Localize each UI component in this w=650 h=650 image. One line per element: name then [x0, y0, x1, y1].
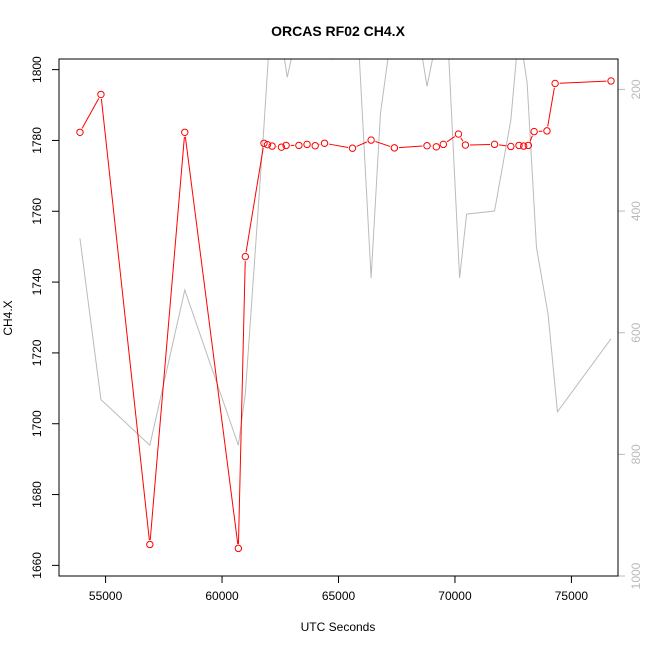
series-0-segment [559, 80, 607, 84]
y-tick-label: 1720 [30, 339, 44, 366]
chart-title: ORCAS RF02 CH4.X [271, 23, 405, 39]
data-point [234, 544, 243, 553]
data-point [439, 140, 448, 149]
series-0-segment [100, 98, 150, 541]
y2-tick-label: 1000 [629, 562, 643, 589]
x-tick-label: 70000 [438, 589, 472, 603]
data-point [241, 252, 250, 261]
y-axis-label: CH4.X [1, 300, 15, 335]
data-point [490, 140, 499, 149]
data-point [97, 90, 105, 99]
data-point [268, 142, 276, 150]
x-axis-label: UTC Seconds [301, 620, 376, 634]
y-tick-label: 1760 [30, 198, 44, 225]
series-1 [79, 59, 612, 447]
y-tick-label: 1740 [30, 268, 44, 295]
data-point [260, 139, 268, 147]
data-point [320, 139, 329, 147]
data-point [461, 141, 470, 149]
data-point [543, 127, 551, 135]
y-tick-label: 1780 [30, 127, 44, 154]
y2-tick-label: 400 [629, 201, 643, 221]
y-tick-label: 1680 [30, 481, 44, 508]
series-0-segment [81, 98, 100, 129]
data-point [263, 140, 272, 149]
x-tick-label: 60000 [205, 589, 239, 603]
y2-tick-label: 800 [629, 444, 643, 464]
data-point [423, 142, 431, 150]
y-tick-label: 1700 [30, 410, 44, 437]
series-0-segment [149, 136, 185, 541]
data-point [530, 127, 538, 136]
data-point [515, 141, 523, 150]
x-tick-label: 75000 [555, 589, 589, 603]
series-0-segment [328, 143, 349, 148]
data-point [311, 142, 319, 150]
plot-frame [58, 58, 619, 577]
series-0-segment [245, 147, 264, 253]
data-point [348, 144, 357, 152]
data-point [432, 143, 441, 151]
y2-tick-label: 200 [629, 79, 643, 99]
series-0-segment [547, 87, 555, 127]
series-0-segment [356, 141, 368, 147]
data-point [282, 141, 290, 150]
series-0-segment [398, 145, 423, 149]
data-point [181, 128, 189, 137]
data-point [607, 77, 615, 85]
series-0-segment [237, 261, 246, 544]
data-point [454, 130, 463, 138]
series-0-segment [446, 136, 456, 143]
data-point [146, 540, 154, 549]
x-tick-label: 55000 [89, 589, 123, 603]
series-0-segment [529, 135, 533, 142]
series-0-segment [460, 137, 464, 142]
y-tick-label: 1660 [30, 552, 44, 579]
y2-tick-label: 600 [629, 322, 643, 342]
data-point [295, 141, 303, 150]
data-point [519, 142, 528, 150]
series-0-segment [498, 144, 507, 147]
data-point [507, 142, 515, 151]
y-tick-label: 1800 [30, 56, 44, 83]
series-0 [76, 77, 615, 553]
data-point [303, 140, 311, 149]
data-point [76, 128, 84, 137]
series-0-segment [375, 141, 391, 147]
data-point [524, 141, 533, 150]
data-point [367, 136, 375, 144]
series-0-segment [184, 136, 239, 544]
x-tick-label: 65000 [322, 589, 356, 603]
data-point [551, 79, 559, 88]
data-point [390, 144, 399, 152]
series-1-line [79, 59, 612, 447]
data-point [277, 143, 286, 151]
